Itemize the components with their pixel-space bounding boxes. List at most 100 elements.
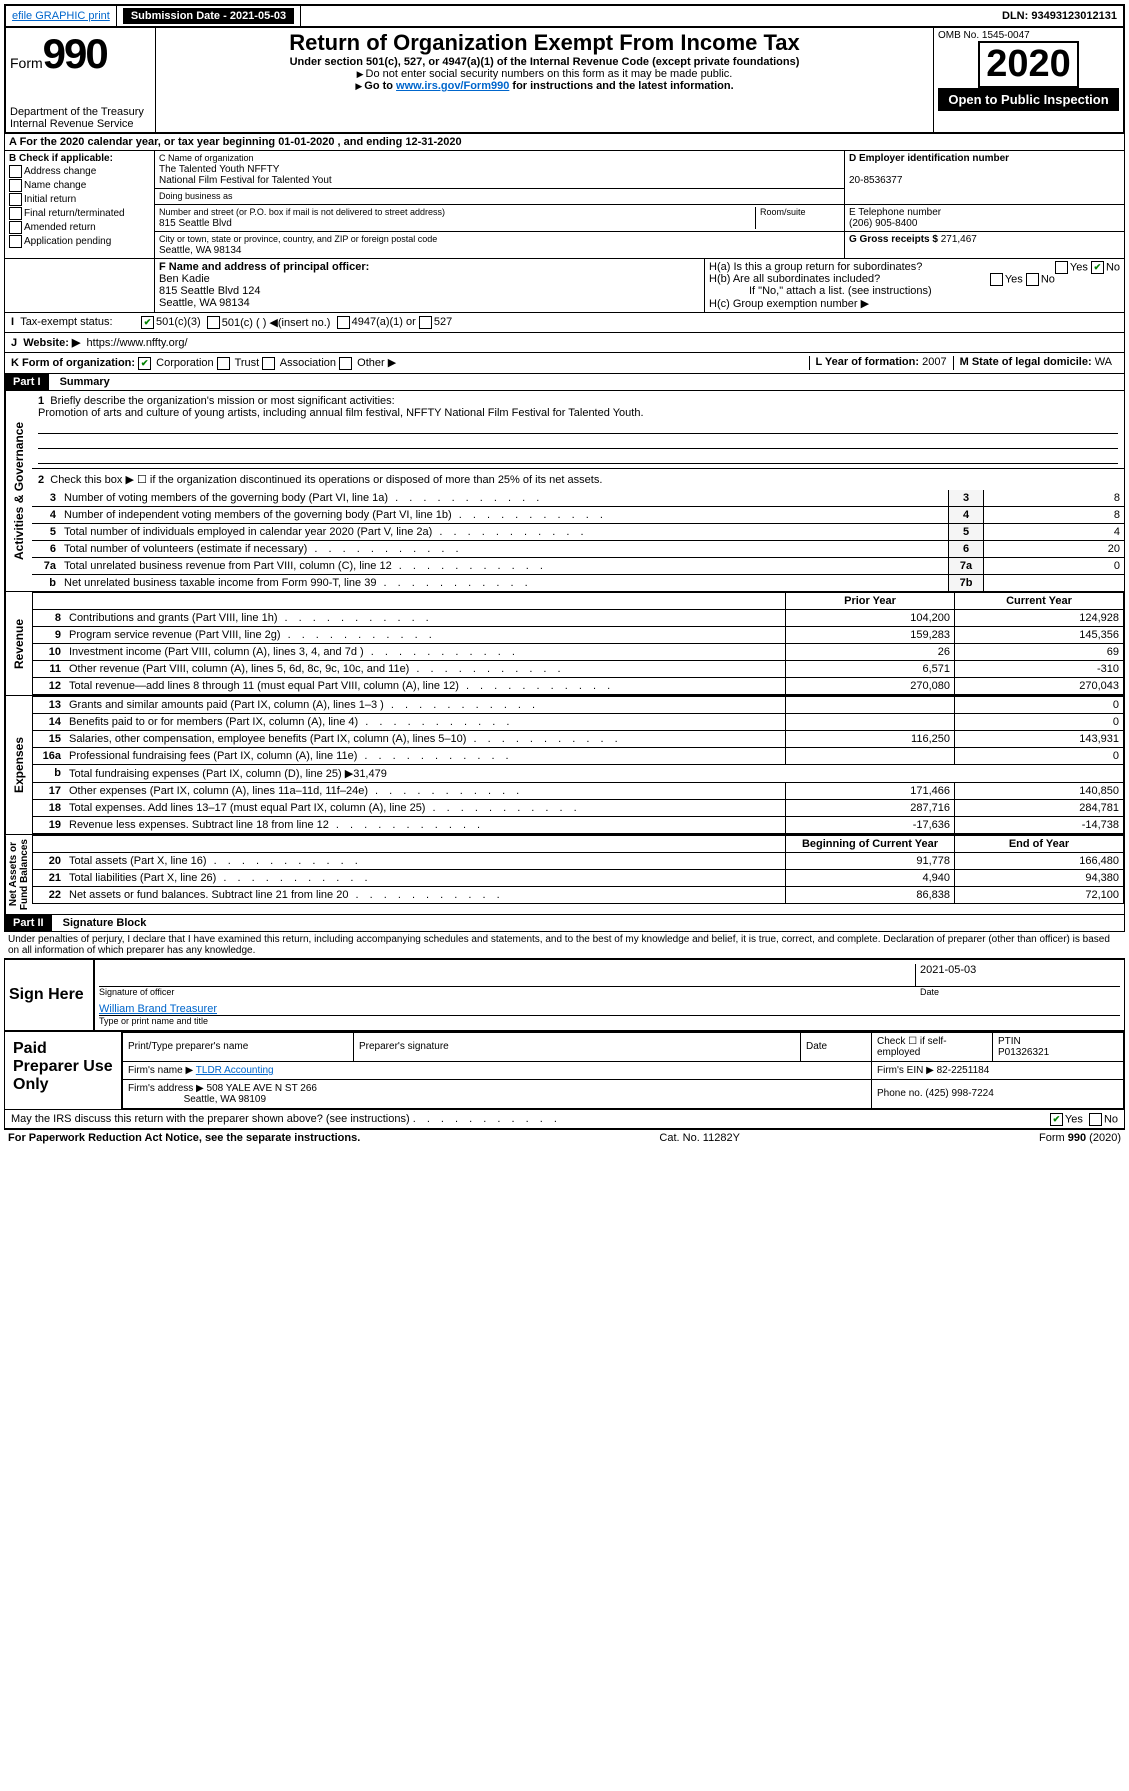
firm-addr2: Seattle, WA 98109	[184, 1094, 266, 1105]
chk-corp[interactable]	[138, 357, 151, 370]
form-number: 990	[43, 30, 107, 77]
org-name-2: National Film Festival for Talented Yout	[159, 175, 332, 186]
chk-app-pending[interactable]: Application pending	[9, 235, 150, 248]
table-row: 9Program service revenue (Part VIII, lin…	[33, 626, 1124, 643]
firm-addr1: 508 YALE AVE N ST 266	[207, 1083, 317, 1094]
ha-yes[interactable]	[1055, 261, 1068, 274]
table-row: 13Grants and similar amounts paid (Part …	[33, 696, 1124, 713]
row-klm: K Form of organization: Corporation Trus…	[4, 353, 1125, 374]
hb-yes[interactable]	[990, 273, 1003, 286]
col-bcy: Beginning of Current Year	[786, 835, 955, 852]
goto-pre: Go to	[364, 80, 396, 92]
officer-print-name[interactable]: William Brand Treasurer	[99, 1003, 217, 1015]
table-row: 18Total expenses. Add lines 13–17 (must …	[33, 799, 1124, 816]
part1-title: Summary	[52, 376, 110, 388]
firm-ein-label: Firm's EIN ▶	[877, 1065, 934, 1076]
firm-ein: 82-2251184	[937, 1065, 990, 1076]
section-fh: F Name and address of principal officer:…	[4, 259, 1125, 313]
opt-corp: Corporation	[156, 357, 213, 369]
self-employed[interactable]: Check ☐ if self-employed	[872, 1032, 993, 1061]
expenses-section: Expenses 13Grants and similar amounts pa…	[4, 696, 1125, 835]
dept-treasury: Department of the Treasury Internal Reve…	[10, 106, 151, 130]
chk-name-change[interactable]: Name change	[9, 179, 150, 192]
chk-assoc[interactable]	[262, 357, 275, 370]
chk-4947[interactable]	[337, 316, 350, 329]
opt-527: 527	[434, 316, 452, 329]
tax-year: 2020	[978, 41, 1079, 88]
chk-final-return[interactable]: Final return/terminated	[9, 207, 150, 220]
website: https://www.nffty.org/	[87, 337, 188, 349]
table-row: 17Other expenses (Part IX, column (A), l…	[33, 782, 1124, 799]
m-label: M State of legal domicile:	[960, 356, 1092, 368]
side-netassets: Net Assets orFund Balances	[5, 835, 32, 914]
officer-addr2: Seattle, WA 98134	[159, 297, 250, 309]
table-row: 22Net assets or fund balances. Subtract …	[33, 886, 1124, 903]
chk-other[interactable]	[339, 357, 352, 370]
chk-address-change[interactable]: Address change	[9, 165, 150, 178]
f-label: F Name and address of principal officer:	[159, 261, 369, 273]
officer-addr1: 815 Seattle Blvd 124	[159, 285, 261, 297]
chk-501c[interactable]	[207, 316, 220, 329]
opt-other: Other ▶	[357, 357, 396, 369]
table-row: 21Total liabilities (Part X, line 26)4,9…	[33, 869, 1124, 886]
chk-initial-return[interactable]: Initial return	[9, 193, 150, 206]
print-name-label: Type or print name and title	[99, 1016, 1120, 1026]
discuss-yes[interactable]	[1050, 1113, 1063, 1126]
section-bcdeg: B Check if applicable: Address change Na…	[4, 151, 1125, 259]
chk-527[interactable]	[419, 316, 432, 329]
side-revenue: Revenue	[5, 592, 32, 695]
firm-phone: (425) 998-7224	[925, 1088, 993, 1099]
hb-no[interactable]	[1026, 273, 1039, 286]
street: 815 Seattle Blvd	[159, 218, 232, 229]
e-label: E Telephone number	[849, 207, 941, 218]
q1: Briefly describe the organization's miss…	[50, 395, 394, 407]
efile-link[interactable]: efile GRAPHIC print	[6, 6, 117, 26]
part2-label: Part II	[5, 915, 52, 931]
phone: (206) 905-8400	[849, 218, 917, 229]
discuss-text: May the IRS discuss this return with the…	[11, 1113, 410, 1125]
paid-preparer-block: Paid Preparer Use Only Print/Type prepar…	[4, 1032, 1125, 1110]
chk-amended[interactable]: Amended return	[9, 221, 150, 234]
summary-line: 7aTotal unrelated business revenue from …	[32, 557, 1124, 574]
col-current-year: Current Year	[955, 592, 1124, 609]
j-label: Website: ▶	[23, 337, 80, 349]
firm-addr-label: Firm's address ▶	[128, 1083, 204, 1094]
ha-no[interactable]	[1091, 261, 1104, 274]
part2-title: Signature Block	[55, 917, 147, 929]
discuss-no[interactable]	[1089, 1113, 1102, 1126]
dba-label: Doing business as	[159, 191, 233, 201]
row-a: A For the 2020 calendar year, or tax yea…	[4, 134, 1125, 151]
addr-label: Number and street (or P.O. box if mail i…	[159, 207, 445, 217]
table-row: 12Total revenue—add lines 8 through 11 (…	[33, 677, 1124, 694]
opt-assoc: Association	[280, 357, 336, 369]
chk-trust[interactable]	[217, 357, 230, 370]
city: Seattle, WA 98134	[159, 245, 241, 256]
sign-here-label: Sign Here	[5, 960, 93, 1030]
hc-label: H(c) Group exemption number ▶	[709, 297, 1120, 310]
firm-name-label: Firm's name ▶	[128, 1065, 193, 1076]
mission: Promotion of arts and culture of young a…	[38, 407, 644, 419]
org-name-1: The Talented Youth NFFTY	[159, 164, 279, 175]
ha-label: H(a) Is this a group return for subordin…	[709, 261, 922, 273]
d-label: D Employer identification number	[849, 153, 1009, 164]
hb-note: If "No," attach a list. (see instruction…	[709, 285, 1120, 297]
penalty-text: Under penalties of perjury, I declare th…	[4, 932, 1125, 958]
open-to-public: Open to Public Inspection	[938, 88, 1119, 111]
firm-name[interactable]: TLDR Accounting	[196, 1065, 274, 1076]
table-row: 8Contributions and grants (Part VIII, li…	[33, 609, 1124, 626]
top-bar: efile GRAPHIC print Submission Date - 20…	[4, 4, 1125, 28]
domicile: WA	[1095, 356, 1112, 368]
form-title: Return of Organization Exempt From Incom…	[160, 30, 929, 56]
ptin-label: PTIN	[998, 1036, 1021, 1047]
chk-501c3[interactable]	[141, 316, 154, 329]
submission-date: Submission Date - 2021-05-03	[117, 6, 301, 26]
firm-phone-label: Phone no.	[877, 1088, 923, 1099]
side-activities: Activities & Governance	[5, 391, 32, 591]
opt-trust: Trust	[235, 357, 260, 369]
part1-label: Part I	[5, 374, 49, 390]
form-header: Form990 Department of the Treasury Inter…	[4, 28, 1125, 134]
table-row: 14Benefits paid to or for members (Part …	[33, 713, 1124, 730]
dln: DLN: 93493123012131	[996, 6, 1123, 26]
pra-notice: For Paperwork Reduction Act Notice, see …	[8, 1132, 360, 1144]
irs-link[interactable]: www.irs.gov/Form990	[396, 80, 509, 92]
